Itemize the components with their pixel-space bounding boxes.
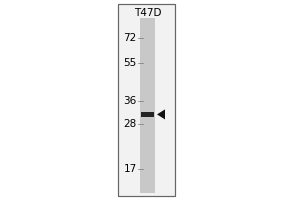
Text: 28: 28	[123, 119, 136, 129]
Bar	[118, 4, 175, 196]
Polygon shape	[157, 109, 165, 119]
Text: 17: 17	[123, 164, 136, 174]
Bar	[140, 18, 155, 193]
Text: T47D: T47D	[134, 8, 161, 18]
Text: 72: 72	[123, 33, 136, 43]
Bar	[118, 4, 175, 196]
Bar	[141, 112, 154, 117]
Text: 36: 36	[123, 96, 136, 106]
Text: 55: 55	[123, 58, 136, 68]
